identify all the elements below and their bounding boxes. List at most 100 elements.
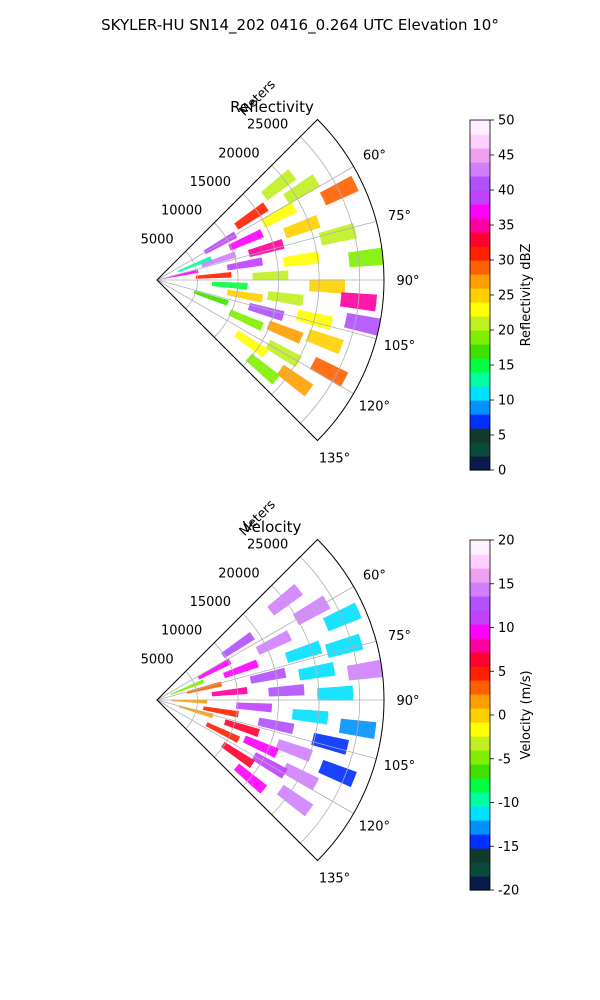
data-cell — [266, 320, 304, 344]
data-cell — [247, 238, 285, 258]
data-cell — [276, 364, 314, 397]
colorbar-tick-label: 10 — [498, 394, 515, 409]
colorbar-segment — [470, 722, 490, 737]
colorbar-segment — [470, 820, 490, 835]
azimuth-grid-line — [156, 279, 354, 394]
data-cell — [226, 257, 264, 271]
colorbar-segment — [470, 274, 490, 289]
colorbar-segment — [470, 386, 490, 401]
data-cell — [347, 247, 384, 268]
colorbar-segment — [470, 638, 490, 653]
colorbar-segment — [470, 330, 490, 345]
data-cell — [324, 633, 364, 658]
colorbar-segment — [470, 442, 490, 457]
data-cell — [234, 202, 269, 230]
data-cell — [202, 706, 239, 718]
azimuth-tick-label: 135° — [319, 871, 350, 886]
data-cell — [252, 270, 289, 281]
data-cell — [234, 330, 269, 358]
data-cell — [275, 739, 313, 762]
data-cell — [344, 312, 381, 336]
azimuth-tick-label: 60° — [363, 149, 386, 164]
data-cell — [163, 269, 199, 279]
data-cell — [235, 702, 273, 713]
colorbar-segment — [470, 778, 490, 793]
azimuth-tick-label: 105° — [384, 339, 415, 354]
velocity-panel: 60° 75° 90° 105° 120° 135° 5000 10000 15000 20000… — [141, 497, 534, 898]
colorbar-segment — [470, 848, 490, 863]
colorbar-tick-label: 10 — [498, 621, 515, 636]
range-tick-label: 5000 — [141, 652, 174, 667]
range-tick-label: 20000 — [218, 146, 259, 161]
data-cell — [283, 215, 321, 239]
azimuth-tick-label: 120° — [359, 400, 390, 415]
colorbar-segment — [470, 134, 490, 149]
colorbar-tick-label: 30 — [498, 254, 515, 269]
colorbar-segment — [470, 568, 490, 583]
sector-outline — [156, 538, 385, 862]
data-cell — [205, 722, 241, 743]
azimuth-tick-label: 105° — [384, 759, 415, 774]
data-cell — [284, 640, 323, 663]
colorbar-segment — [470, 162, 490, 177]
data-cell — [247, 302, 285, 322]
data-cell — [283, 250, 320, 268]
colorbar-segment — [470, 302, 490, 317]
colorbar-tick-label: 25 — [498, 289, 515, 304]
colorbar-segment — [470, 148, 490, 163]
data-cell — [260, 201, 298, 228]
panel-title: Reflectivity — [230, 98, 314, 116]
panel-title: Velocity — [243, 518, 302, 536]
data-cell — [317, 685, 354, 701]
range-tick-label: 10000 — [161, 624, 202, 639]
colorbar-segment — [470, 414, 490, 429]
colorbar-tick-label: -20 — [498, 884, 519, 899]
colorbar-tick-label: -10 — [498, 796, 519, 811]
colorbar-tick-label: 20 — [498, 324, 515, 339]
colorbar-label: Reflectivity dBZ — [519, 244, 534, 347]
data-cell — [261, 169, 297, 201]
data-cell — [170, 679, 205, 696]
colorbar-tick-label: 5 — [498, 665, 506, 680]
data-cell — [283, 174, 321, 205]
reflectivity-panel: 60° 75° 90° 105° 120° 135° 5000 10000 15000 20000… — [141, 77, 534, 478]
colorbar-segment — [470, 764, 490, 779]
azimuth-grid-line — [156, 640, 377, 701]
azimuth-tick-label: 90° — [396, 274, 419, 289]
colorbar-segment — [470, 400, 490, 415]
range-tick-label: 5000 — [141, 232, 174, 247]
colorbar-tick-label: 15 — [498, 359, 515, 374]
range-tick-label: 20000 — [218, 566, 259, 581]
data-cell — [233, 763, 268, 794]
colorbar-segment — [470, 316, 490, 331]
data-cell — [226, 289, 264, 303]
colorbar-segment — [470, 652, 490, 667]
colorbar-segment — [470, 792, 490, 807]
azimuth-grid-line — [156, 699, 377, 760]
data-cell — [309, 279, 346, 294]
colorbar-segment — [470, 582, 490, 597]
azimuth-grid-line — [156, 279, 377, 340]
azimuth-tick-label: 90° — [396, 694, 419, 709]
data-cell — [223, 719, 260, 737]
data-cell — [171, 699, 208, 704]
colorbar-segment — [470, 344, 490, 359]
colorbar-segment — [470, 540, 490, 555]
azimuth-tick-label: 120° — [359, 820, 390, 835]
colorbar-segment — [470, 190, 490, 205]
colorbar-tick-label: 5 — [498, 429, 506, 444]
colorbar-segment — [470, 862, 490, 877]
data-cell — [221, 632, 255, 659]
colorbar-segment — [470, 260, 490, 275]
figure-title: SKYLER-HU SN14_202 0416_0.264 UTC Elevat… — [101, 16, 499, 34]
colorbar-segment — [470, 554, 490, 569]
data-cell — [245, 353, 280, 385]
range-tick-label: 15000 — [190, 175, 231, 190]
colorbar-segment — [470, 428, 490, 443]
data-cell — [211, 687, 248, 697]
sector-outline — [156, 118, 385, 442]
colorbar-segment — [470, 288, 490, 303]
azimuth-tick-label: 75° — [388, 209, 411, 224]
data-cell — [291, 709, 329, 725]
